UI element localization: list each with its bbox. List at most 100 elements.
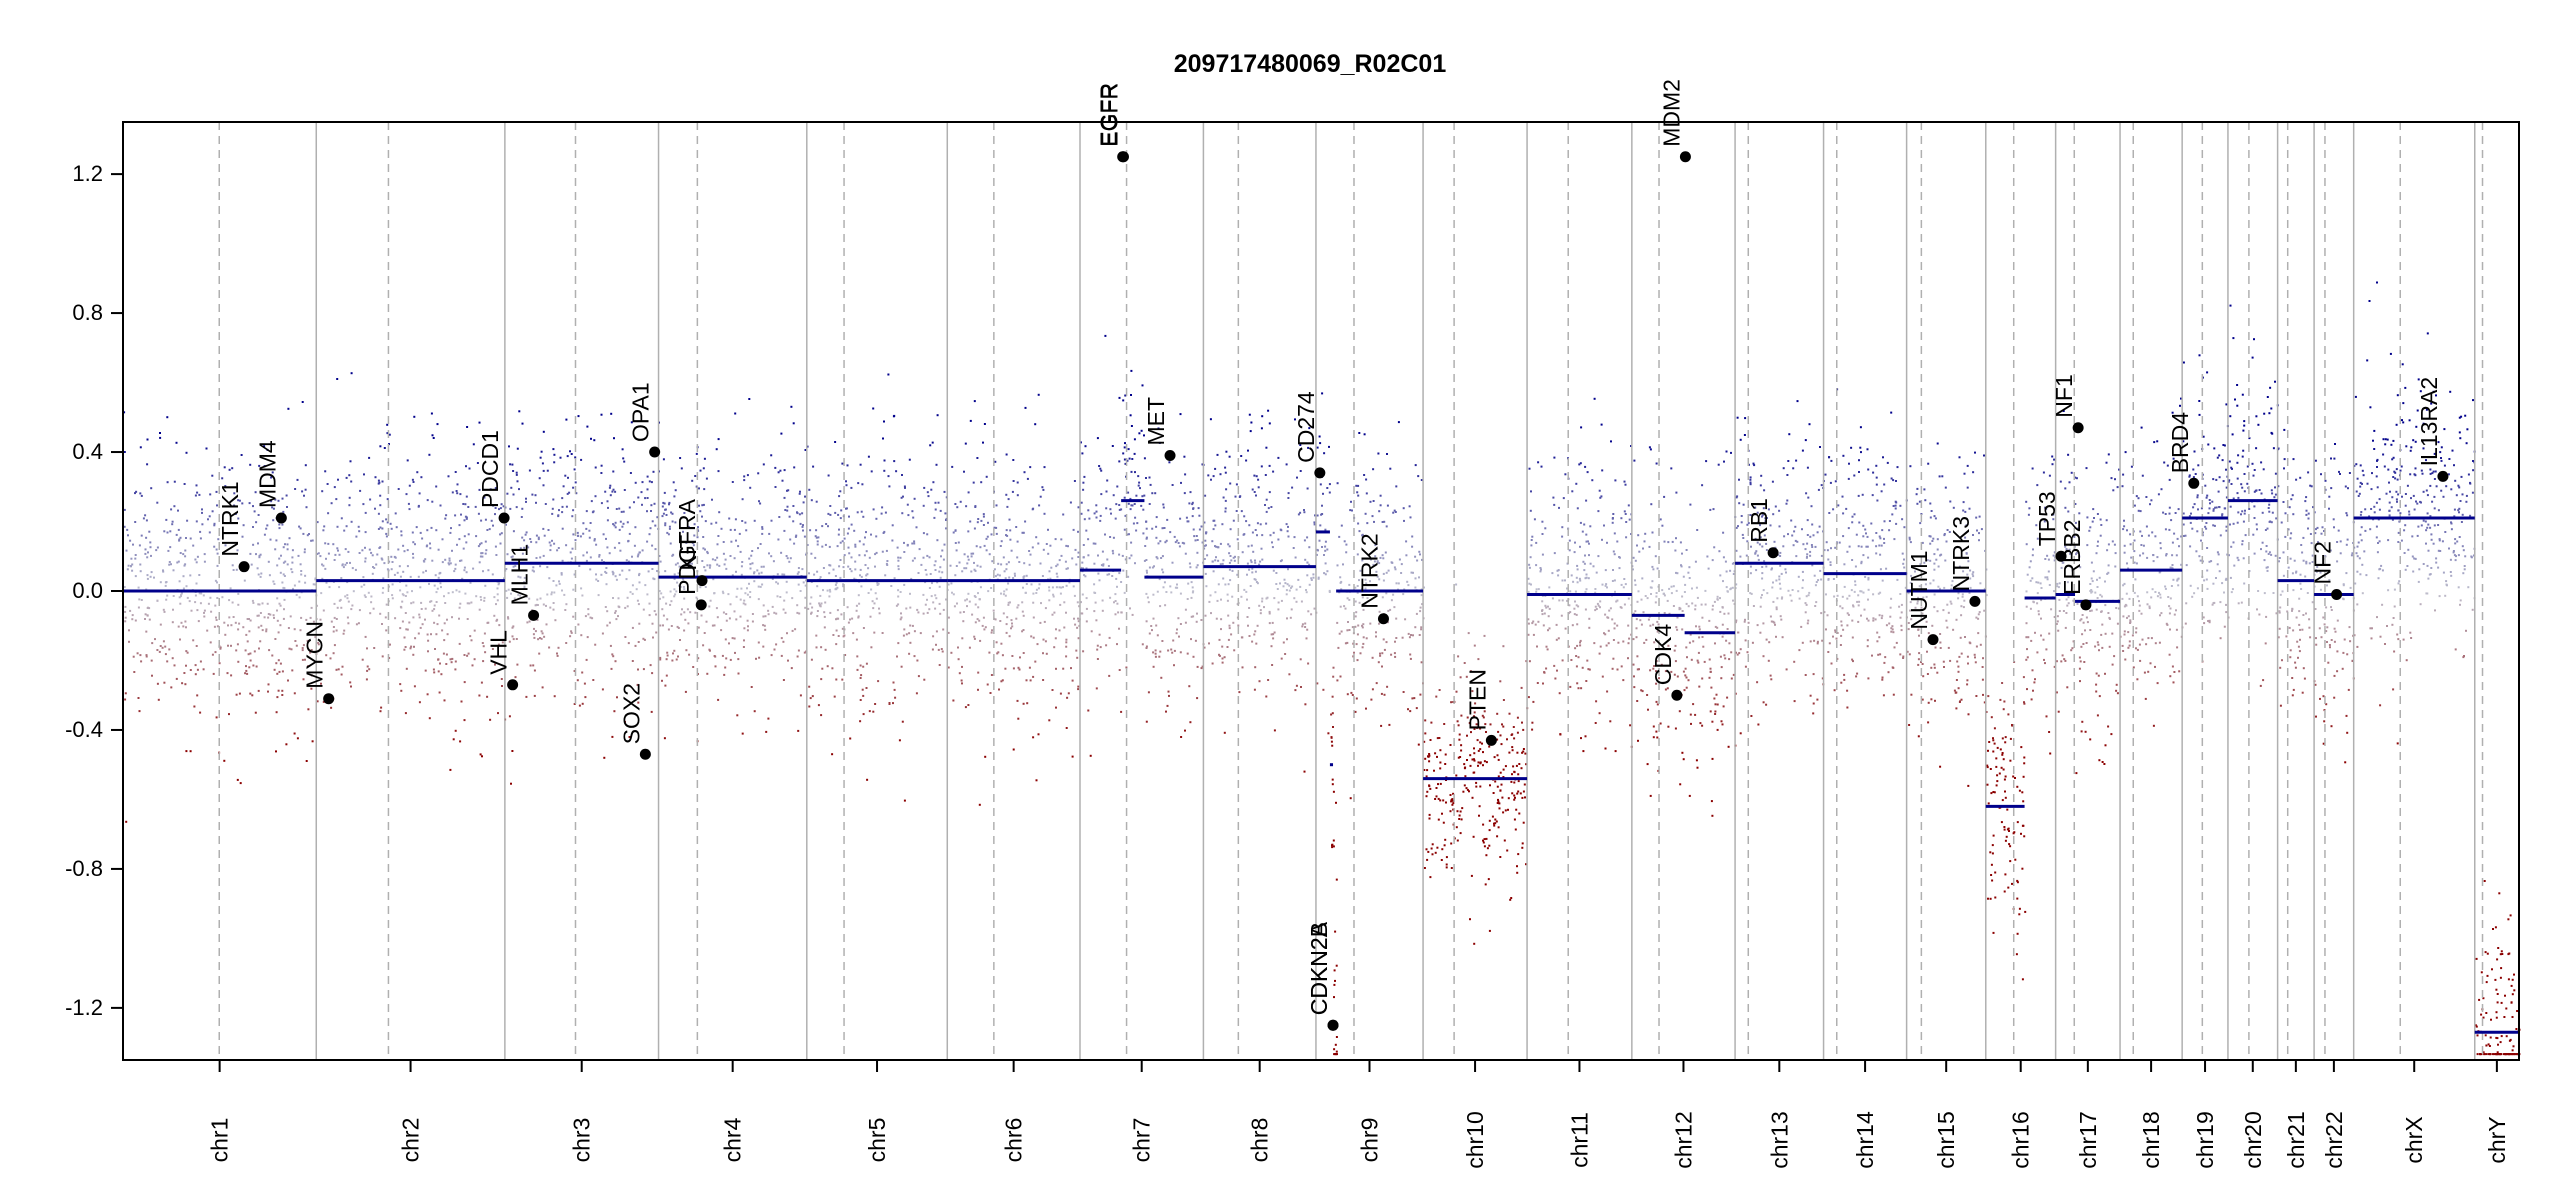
probe-point bbox=[839, 576, 842, 579]
probe-point bbox=[628, 532, 631, 535]
probe-point bbox=[1472, 835, 1475, 838]
probe-point bbox=[785, 580, 788, 583]
probe-point bbox=[1458, 818, 1461, 820]
probe-point bbox=[1734, 621, 1737, 624]
probe-point bbox=[1016, 481, 1019, 484]
probe-point bbox=[1365, 707, 1367, 710]
probe-point bbox=[762, 604, 765, 607]
probe-point bbox=[1584, 465, 1587, 468]
probe-point bbox=[478, 421, 481, 424]
probe-point bbox=[1280, 599, 1283, 602]
probe-point bbox=[1364, 587, 1367, 590]
probe-point bbox=[1324, 573, 1327, 576]
probe-point bbox=[534, 630, 537, 633]
probe-point bbox=[982, 441, 984, 444]
probe-point bbox=[792, 422, 795, 425]
probe-point bbox=[1569, 611, 1572, 614]
probe-point bbox=[328, 586, 331, 589]
probe-point bbox=[783, 496, 786, 499]
probe-point bbox=[1306, 487, 1309, 490]
probe-point bbox=[436, 423, 439, 426]
probe-point bbox=[1416, 559, 1419, 562]
probe-point bbox=[1356, 591, 1359, 594]
probe-point bbox=[1801, 449, 1804, 452]
probe-point bbox=[594, 466, 597, 469]
probe-point bbox=[1825, 593, 1827, 596]
probe-point bbox=[1392, 593, 1395, 596]
probe-point bbox=[846, 532, 849, 535]
probe-point bbox=[1069, 501, 1072, 504]
probe-point bbox=[1749, 565, 1752, 568]
probe-point bbox=[904, 486, 906, 489]
probe-point bbox=[980, 519, 983, 522]
probe-point bbox=[194, 673, 197, 676]
probe-point bbox=[360, 585, 363, 588]
probe-point bbox=[1378, 510, 1381, 513]
probe-point bbox=[1575, 576, 1578, 579]
probe-point bbox=[910, 577, 913, 580]
probe-point bbox=[380, 557, 383, 560]
probe-point bbox=[926, 554, 929, 557]
probe-point bbox=[305, 506, 308, 509]
probe-point bbox=[1313, 523, 1316, 526]
probe-point bbox=[1670, 592, 1673, 595]
probe-point bbox=[608, 486, 611, 489]
probe-point bbox=[1499, 734, 1502, 737]
probe-point bbox=[1764, 520, 1767, 523]
probe-point bbox=[454, 729, 457, 732]
probe-point bbox=[1658, 677, 1660, 680]
probe-point bbox=[932, 635, 935, 638]
probe-point bbox=[1084, 575, 1087, 578]
probe-point bbox=[235, 693, 238, 696]
probe-point bbox=[1130, 394, 1132, 396]
probe-point bbox=[267, 613, 270, 615]
probe-point bbox=[1130, 470, 1133, 473]
probe-point bbox=[349, 460, 352, 463]
probe-point bbox=[394, 556, 397, 559]
probe-point bbox=[348, 504, 351, 507]
probe-point bbox=[991, 560, 994, 563]
probe-point bbox=[1585, 499, 1588, 502]
probe-point bbox=[865, 550, 868, 553]
probe-point bbox=[1892, 505, 1895, 507]
probe-point bbox=[630, 421, 633, 424]
probe-point bbox=[1527, 618, 1530, 621]
probe-point bbox=[1112, 552, 1115, 555]
probe-point bbox=[1515, 764, 1518, 767]
probe-point bbox=[557, 646, 560, 649]
probe-point bbox=[631, 592, 634, 595]
probe-point bbox=[691, 542, 694, 544]
probe-point bbox=[739, 598, 742, 601]
probe-point bbox=[1005, 529, 1008, 532]
probe-point bbox=[355, 535, 358, 538]
probe-point bbox=[1134, 562, 1136, 565]
probe-point bbox=[354, 568, 357, 571]
probe-point bbox=[785, 555, 788, 557]
probe-point bbox=[310, 687, 313, 690]
probe-point bbox=[196, 609, 199, 612]
probe-point bbox=[375, 563, 378, 566]
probe-point bbox=[773, 648, 776, 651]
probe-point bbox=[627, 539, 630, 542]
probe-point bbox=[123, 411, 126, 414]
probe-point bbox=[314, 583, 317, 586]
probe-point bbox=[788, 560, 791, 563]
probe-point bbox=[235, 649, 238, 652]
probe-point bbox=[569, 450, 571, 453]
probe-point bbox=[173, 664, 176, 667]
probe-point bbox=[1324, 545, 1327, 548]
probe-point bbox=[972, 481, 975, 484]
probe-point bbox=[433, 621, 436, 624]
probe-point bbox=[750, 686, 753, 688]
probe-point bbox=[1073, 617, 1075, 620]
probe-point bbox=[1354, 615, 1357, 618]
probe-point bbox=[1588, 617, 1591, 620]
probe-point bbox=[1634, 583, 1637, 586]
probe-point bbox=[1179, 413, 1182, 416]
probe-point bbox=[1159, 650, 1162, 653]
probe-point bbox=[1205, 544, 1207, 547]
probe-point bbox=[1099, 514, 1102, 517]
probe-point bbox=[834, 583, 837, 586]
probe-point bbox=[1060, 538, 1063, 541]
probe-point bbox=[402, 594, 405, 597]
